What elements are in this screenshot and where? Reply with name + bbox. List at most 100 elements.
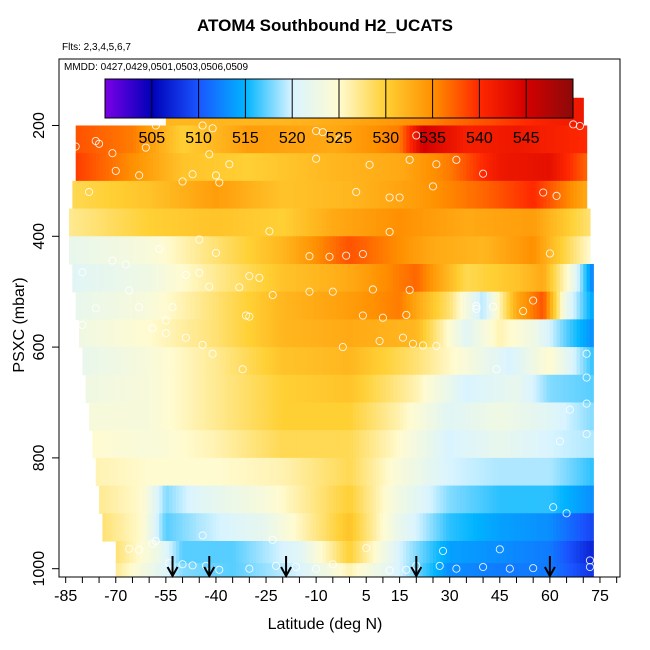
heatmap-cell — [195, 236, 200, 265]
heatmap-cell — [215, 291, 220, 320]
heatmap-cell — [553, 540, 558, 564]
heatmap-cell — [526, 347, 531, 376]
heatmap-cell — [125, 485, 130, 514]
heatmap-cell — [412, 430, 417, 459]
heatmap-cell — [322, 347, 327, 376]
heatmap-cell — [473, 347, 478, 376]
heatmap-cell — [469, 319, 474, 348]
heatmap-cell — [162, 125, 167, 154]
heatmap-cell — [533, 319, 538, 348]
heatmap-cell — [336, 263, 341, 293]
heatmap-cell — [309, 208, 314, 237]
heatmap-cell — [426, 374, 431, 404]
heatmap-cell — [386, 153, 391, 182]
heatmap-cell — [239, 430, 244, 459]
heatmap-cell — [155, 291, 160, 320]
heatmap-cell — [396, 402, 401, 431]
heatmap-cell — [486, 208, 491, 237]
heatmap-cell — [145, 180, 150, 210]
heatmap-cell — [489, 430, 494, 459]
heatmap-cell — [402, 208, 407, 237]
heatmap-cell — [276, 374, 280, 404]
heatmap-cell — [205, 125, 210, 154]
heatmap-cell — [259, 263, 264, 293]
heatmap-cell — [189, 430, 194, 459]
heatmap-cell — [566, 153, 571, 182]
sample-point — [358, 249, 367, 259]
heatmap-cell — [175, 485, 180, 514]
heatmap-cell — [586, 374, 591, 404]
heatmap-cell — [79, 263, 83, 293]
heatmap-cell — [566, 374, 571, 404]
heatmap-cell — [222, 347, 227, 376]
heatmap-cell — [135, 180, 140, 210]
heatmap-cell — [112, 208, 117, 237]
heatmap-cell — [95, 263, 100, 293]
heatmap-cell — [509, 180, 514, 210]
heatmap-cell — [406, 263, 411, 293]
heatmap-cell — [79, 153, 83, 182]
heatmap-cell — [246, 457, 250, 487]
heatmap-cell — [142, 457, 147, 487]
heatmap-cell — [489, 402, 494, 431]
heatmap-cell — [376, 180, 381, 210]
heatmap-cell — [556, 485, 561, 514]
heatmap-cell — [142, 563, 147, 577]
heatmap-cell — [266, 236, 270, 265]
heatmap-cell — [322, 374, 327, 404]
heatmap-cell — [72, 263, 77, 293]
heatmap-cell — [356, 457, 361, 487]
heatmap-cell — [366, 208, 371, 237]
heatmap-cell — [329, 430, 334, 459]
heatmap-cell — [326, 513, 331, 542]
heatmap-cell — [152, 485, 157, 514]
heatmap-cell — [249, 563, 254, 577]
heatmap-cell — [443, 347, 447, 376]
heatmap-cell — [456, 291, 461, 320]
heatmap-cell — [195, 563, 200, 577]
heatmap-cell — [319, 563, 324, 577]
heatmap-cell — [142, 291, 147, 320]
heatmap-cell — [172, 513, 177, 542]
heatmap-cell — [212, 347, 217, 376]
heatmap-cell — [202, 125, 207, 154]
heatmap-cell — [376, 540, 381, 564]
heatmap-cell — [259, 402, 264, 431]
heatmap-cell — [469, 236, 474, 265]
heatmap-cell — [272, 208, 277, 237]
heatmap-cell — [519, 430, 524, 459]
heatmap-cell — [82, 347, 87, 376]
heatmap-cell — [189, 347, 194, 376]
heatmap-cell — [159, 180, 164, 210]
heatmap-cell — [182, 563, 187, 577]
heatmap-cell — [366, 457, 371, 487]
heatmap-cell — [225, 236, 230, 265]
heatmap-cell — [359, 319, 364, 348]
heatmap-cell — [476, 457, 481, 487]
heatmap-cell — [289, 430, 294, 459]
heatmap-cell — [165, 319, 170, 348]
heatmap-cell — [506, 319, 511, 348]
heatmap-cell — [589, 291, 594, 320]
heatmap-cell — [379, 485, 384, 514]
heatmap-cell — [429, 291, 434, 320]
sample-point — [205, 282, 214, 291]
heatmap-cell — [189, 153, 194, 182]
heatmap-cell — [486, 347, 491, 376]
heatmap-cell — [299, 374, 304, 404]
heatmap-cell — [309, 540, 314, 564]
heatmap-cell — [172, 374, 177, 404]
heatmap-cell — [135, 430, 140, 459]
heatmap-cell — [553, 180, 558, 210]
heatmap-cell — [296, 457, 301, 487]
heatmap-cell — [496, 180, 501, 210]
heatmap-cell — [459, 347, 464, 376]
heatmap-cell — [399, 485, 404, 514]
heatmap-cell — [235, 125, 240, 154]
heatmap-cell — [362, 430, 367, 459]
heatmap-cell — [386, 540, 391, 564]
heatmap-cell — [286, 513, 291, 542]
heatmap-cell — [546, 263, 551, 293]
colorbar-tick-label: 505 — [138, 130, 165, 147]
heatmap-cell — [389, 236, 394, 265]
